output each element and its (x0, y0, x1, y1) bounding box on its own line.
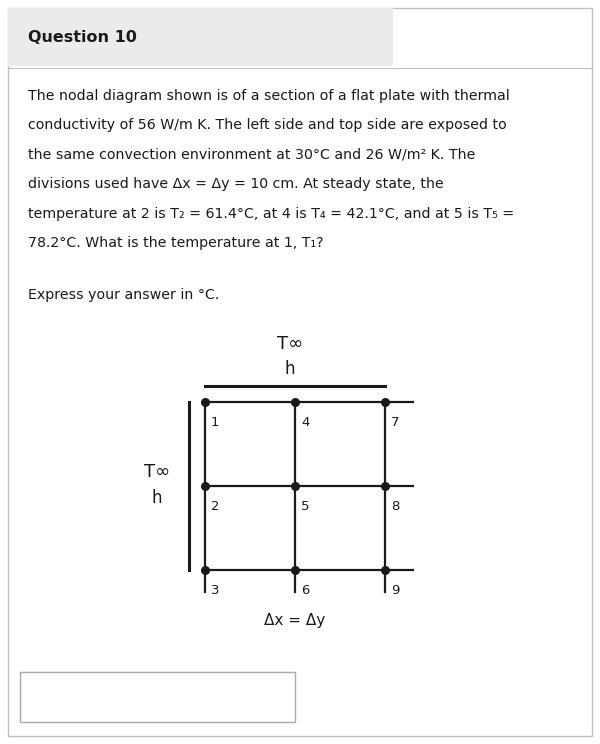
Text: 78.2°C. What is the temperature at 1, T₁?: 78.2°C. What is the temperature at 1, T₁… (28, 237, 323, 251)
Text: 3: 3 (211, 584, 220, 597)
Text: Δx = Δy: Δx = Δy (265, 612, 326, 627)
Text: conductivity of 56 W/m K. The left side and top side are exposed to: conductivity of 56 W/m K. The left side … (28, 118, 507, 132)
Text: 5: 5 (301, 500, 310, 513)
Text: 7: 7 (391, 416, 400, 429)
Text: the same convection environment at 30°C and 26 W/m² K. The: the same convection environment at 30°C … (28, 148, 475, 162)
Text: temperature at 2 is T₂ = 61.4°C, at 4 is T₄ = 42.1°C, and at 5 is T₅ =: temperature at 2 is T₂ = 61.4°C, at 4 is… (28, 207, 514, 221)
Text: Question 10: Question 10 (28, 30, 137, 45)
Text: Express your answer in °C.: Express your answer in °C. (28, 288, 220, 302)
Bar (8, 8, 393, 66)
Text: T∞: T∞ (144, 463, 170, 481)
Text: 9: 9 (391, 584, 400, 597)
Text: h: h (285, 360, 295, 378)
Text: divisions used have Δx = Δy = 10 cm. At steady state, the: divisions used have Δx = Δy = 10 cm. At … (28, 178, 444, 191)
Text: 2: 2 (211, 500, 220, 513)
Text: 6: 6 (301, 584, 310, 597)
Text: The nodal diagram shown is of a section of a flat plate with thermal: The nodal diagram shown is of a section … (28, 89, 510, 103)
Text: h: h (152, 489, 162, 507)
Text: T∞: T∞ (277, 335, 303, 353)
Bar (20, 672, 295, 722)
Text: 8: 8 (391, 500, 400, 513)
Text: 4: 4 (301, 416, 310, 429)
Text: 1: 1 (211, 416, 220, 429)
